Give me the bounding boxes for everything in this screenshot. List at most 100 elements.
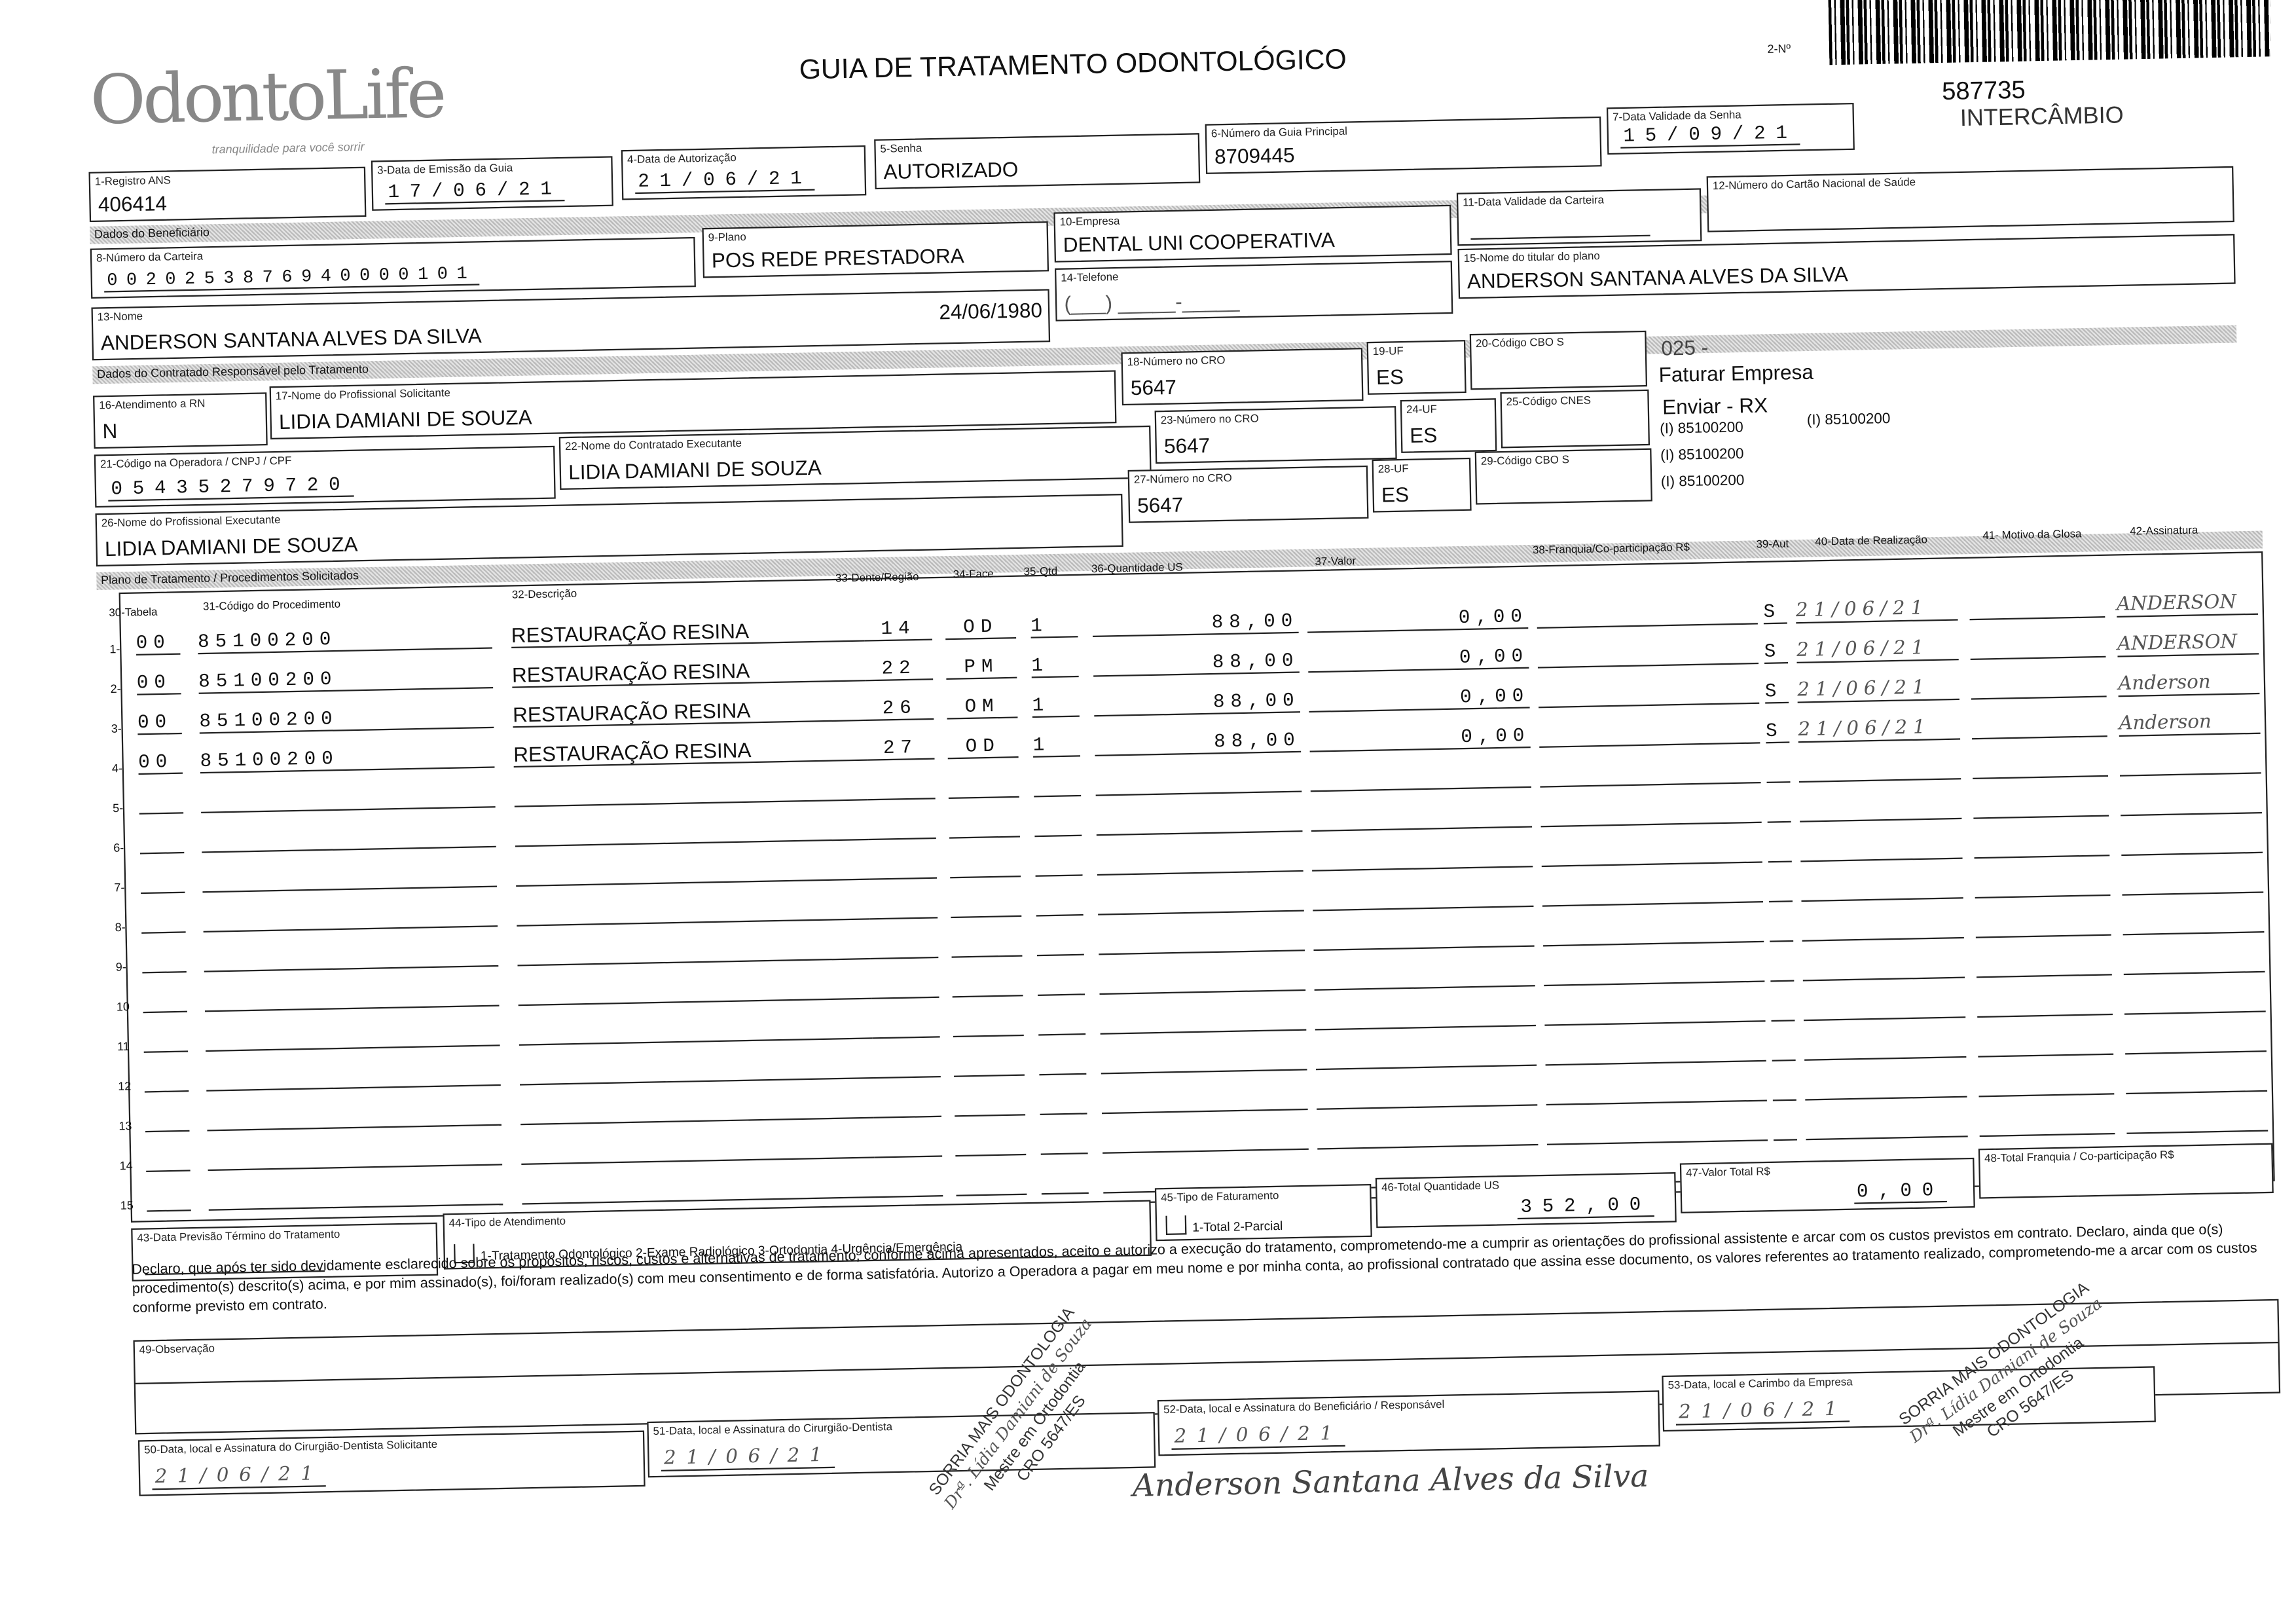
glosa-cell[interactable] [1975, 874, 2111, 899]
valor-cell[interactable] [1316, 1083, 1538, 1110]
field-total-us[interactable]: 46-Total Quantidade US 352,00 [1375, 1172, 1677, 1228]
qtd-cell[interactable] [1036, 893, 1084, 917]
codigo-cell[interactable] [205, 1024, 500, 1052]
glosa-cell[interactable] [1977, 993, 2113, 1018]
assinatura-cell[interactable] [2123, 931, 2265, 936]
dente-cell[interactable] [871, 1015, 940, 1039]
qtd-cell[interactable] [1037, 972, 1085, 996]
aut-cell[interactable]: S [1764, 640, 1789, 665]
assinatura-cell[interactable] [2125, 1050, 2267, 1055]
field-assinatura-solicitante[interactable]: 50-Data, local e Assinatura do Cirurgião… [137, 1430, 646, 1496]
franquia-cell[interactable] [1542, 920, 1764, 947]
valor-cell[interactable] [1314, 964, 1535, 991]
us-cell[interactable]: 88,00 [1093, 689, 1301, 717]
glosa-cell[interactable] [1970, 635, 2106, 660]
field-numero-carteira[interactable]: 8-Número da Carteira 0020253876940000101 [90, 236, 696, 299]
data-cell[interactable] [1802, 916, 1964, 942]
assinatura-cell[interactable] [2122, 891, 2264, 896]
codigo-cell[interactable] [200, 785, 496, 813]
field-contratado-executante[interactable]: 22-Nome do Contratado Executante LIDIA D… [558, 425, 1152, 490]
aut-cell[interactable]: S [1763, 600, 1787, 625]
valor-cell[interactable] [1317, 1123, 1539, 1150]
face-cell[interactable]: OD [945, 615, 1017, 640]
codigo-cell[interactable] [202, 864, 497, 893]
aut-cell[interactable] [1769, 919, 1794, 942]
tabela-cell[interactable]: 00 [137, 750, 183, 775]
tabela-cell[interactable]: 00 [136, 671, 181, 695]
codigo-cell[interactable] [201, 825, 496, 853]
face-cell[interactable] [955, 1173, 1027, 1196]
field-plano[interactable]: 9-Plano POS REDE PRESTADORA [702, 221, 1049, 278]
dente-cell[interactable] [873, 1095, 942, 1118]
descricao-cell[interactable] [517, 957, 871, 967]
tabela-cell[interactable] [146, 1189, 191, 1212]
glosa-cell[interactable] [1975, 913, 2111, 938]
descricao-cell[interactable]: RESTAURAÇÃO RESINA [511, 616, 865, 649]
aut-cell[interactable] [1768, 840, 1792, 863]
valor-cell[interactable]: 0,00 [1308, 684, 1530, 713]
us-cell[interactable]: 88,00 [1094, 729, 1302, 757]
face-cell[interactable] [948, 775, 1019, 800]
codigo-cell[interactable] [204, 984, 500, 1012]
valor-cell[interactable]: 0,00 [1307, 605, 1529, 633]
qtd-cell[interactable] [1036, 933, 1084, 957]
dente-cell[interactable] [874, 1134, 943, 1158]
aut-cell[interactable] [1770, 959, 1795, 982]
data-cell[interactable] [1799, 797, 1962, 822]
codigo-cell[interactable]: 85100200 [199, 705, 494, 734]
field-cro-solicitante[interactable]: 18-Número no CRO 5647 [1121, 348, 1364, 406]
face-cell[interactable] [955, 1133, 1027, 1157]
qtd-cell[interactable]: 1 [1030, 614, 1078, 638]
franquia-cell[interactable] [1539, 721, 1760, 748]
codigo-cell[interactable] [207, 1143, 503, 1172]
field-registro-ans[interactable]: 1-Registro ANS 406414 [88, 166, 367, 223]
codigo-cell[interactable]: 85100200 [198, 665, 494, 694]
descricao-cell[interactable] [520, 1116, 874, 1126]
us-cell[interactable] [1096, 809, 1303, 836]
field-cnes[interactable]: 25-Código CNES [1500, 389, 1650, 449]
data-cell[interactable] [1803, 995, 1966, 1022]
tabela-cell[interactable] [142, 990, 188, 1014]
assinatura-cell[interactable] [2121, 811, 2262, 817]
qtd-cell[interactable] [1033, 774, 1082, 798]
descricao-cell[interactable] [517, 918, 870, 927]
assinatura-cell[interactable] [2121, 851, 2263, 857]
franquia-cell[interactable] [1544, 999, 1766, 1026]
valor-cell[interactable] [1311, 845, 1533, 872]
franquia-cell[interactable] [1540, 801, 1762, 828]
field-data-autorizacao[interactable]: 4-Data de Autorização 21/06/21 [621, 145, 867, 200]
field-guia-principal[interactable]: 6-Número da Guia Principal 8709445 [1205, 116, 1602, 174]
face-cell[interactable] [952, 974, 1023, 998]
dente-cell[interactable]: 27 [866, 735, 935, 761]
field-cbo-20[interactable]: 20-Código CBO S [1469, 330, 1648, 390]
data-cell[interactable] [1798, 757, 1961, 783]
aut-cell[interactable] [1773, 1118, 1798, 1141]
descricao-cell[interactable]: RESTAURAÇÃO RESINA [513, 735, 867, 768]
assinatura-cell[interactable]: ANDERSON [2116, 591, 2259, 618]
tabela-cell[interactable] [143, 1029, 189, 1053]
aut-cell[interactable] [1766, 760, 1791, 784]
qtd-cell[interactable] [1040, 1132, 1088, 1155]
franquia-cell[interactable] [1537, 642, 1759, 669]
field-assinatura-dentista[interactable]: 51-Data, local e Assinatura do Cirurgião… [647, 1412, 1156, 1478]
data-cell[interactable] [1804, 1075, 1967, 1101]
valor-cell[interactable] [1310, 766, 1531, 792]
aut-cell[interactable]: S [1764, 680, 1789, 704]
field-validade-carteira[interactable]: 11-Data Validade da Carteira __/__/__ [1456, 188, 1702, 246]
tabela-cell[interactable]: 00 [137, 710, 182, 735]
codigo-cell[interactable] [206, 1063, 501, 1092]
field-total-franquia[interactable]: 48-Total Franquia / Co-participação R$ [1978, 1143, 2274, 1199]
glosa-cell[interactable] [1971, 714, 2107, 740]
field-atendimento-rn[interactable]: 16-Atendimento a RN N [93, 392, 268, 449]
face-cell[interactable] [951, 934, 1023, 958]
us-cell[interactable] [1097, 849, 1303, 876]
valor-cell[interactable] [1312, 885, 1534, 912]
aut-cell[interactable] [1772, 1039, 1796, 1061]
field-codigo-operadora[interactable]: 21-Código na Operadora / CNPJ / CPF 0543… [94, 445, 556, 508]
descricao-cell[interactable] [521, 1156, 875, 1165]
field-uf-28[interactable]: 28-UF ES [1372, 457, 1472, 513]
face-cell[interactable] [949, 855, 1021, 879]
franquia-cell[interactable] [1544, 1039, 1766, 1066]
qtd-cell[interactable] [1038, 1012, 1086, 1036]
aut-cell[interactable]: S [1765, 719, 1790, 744]
